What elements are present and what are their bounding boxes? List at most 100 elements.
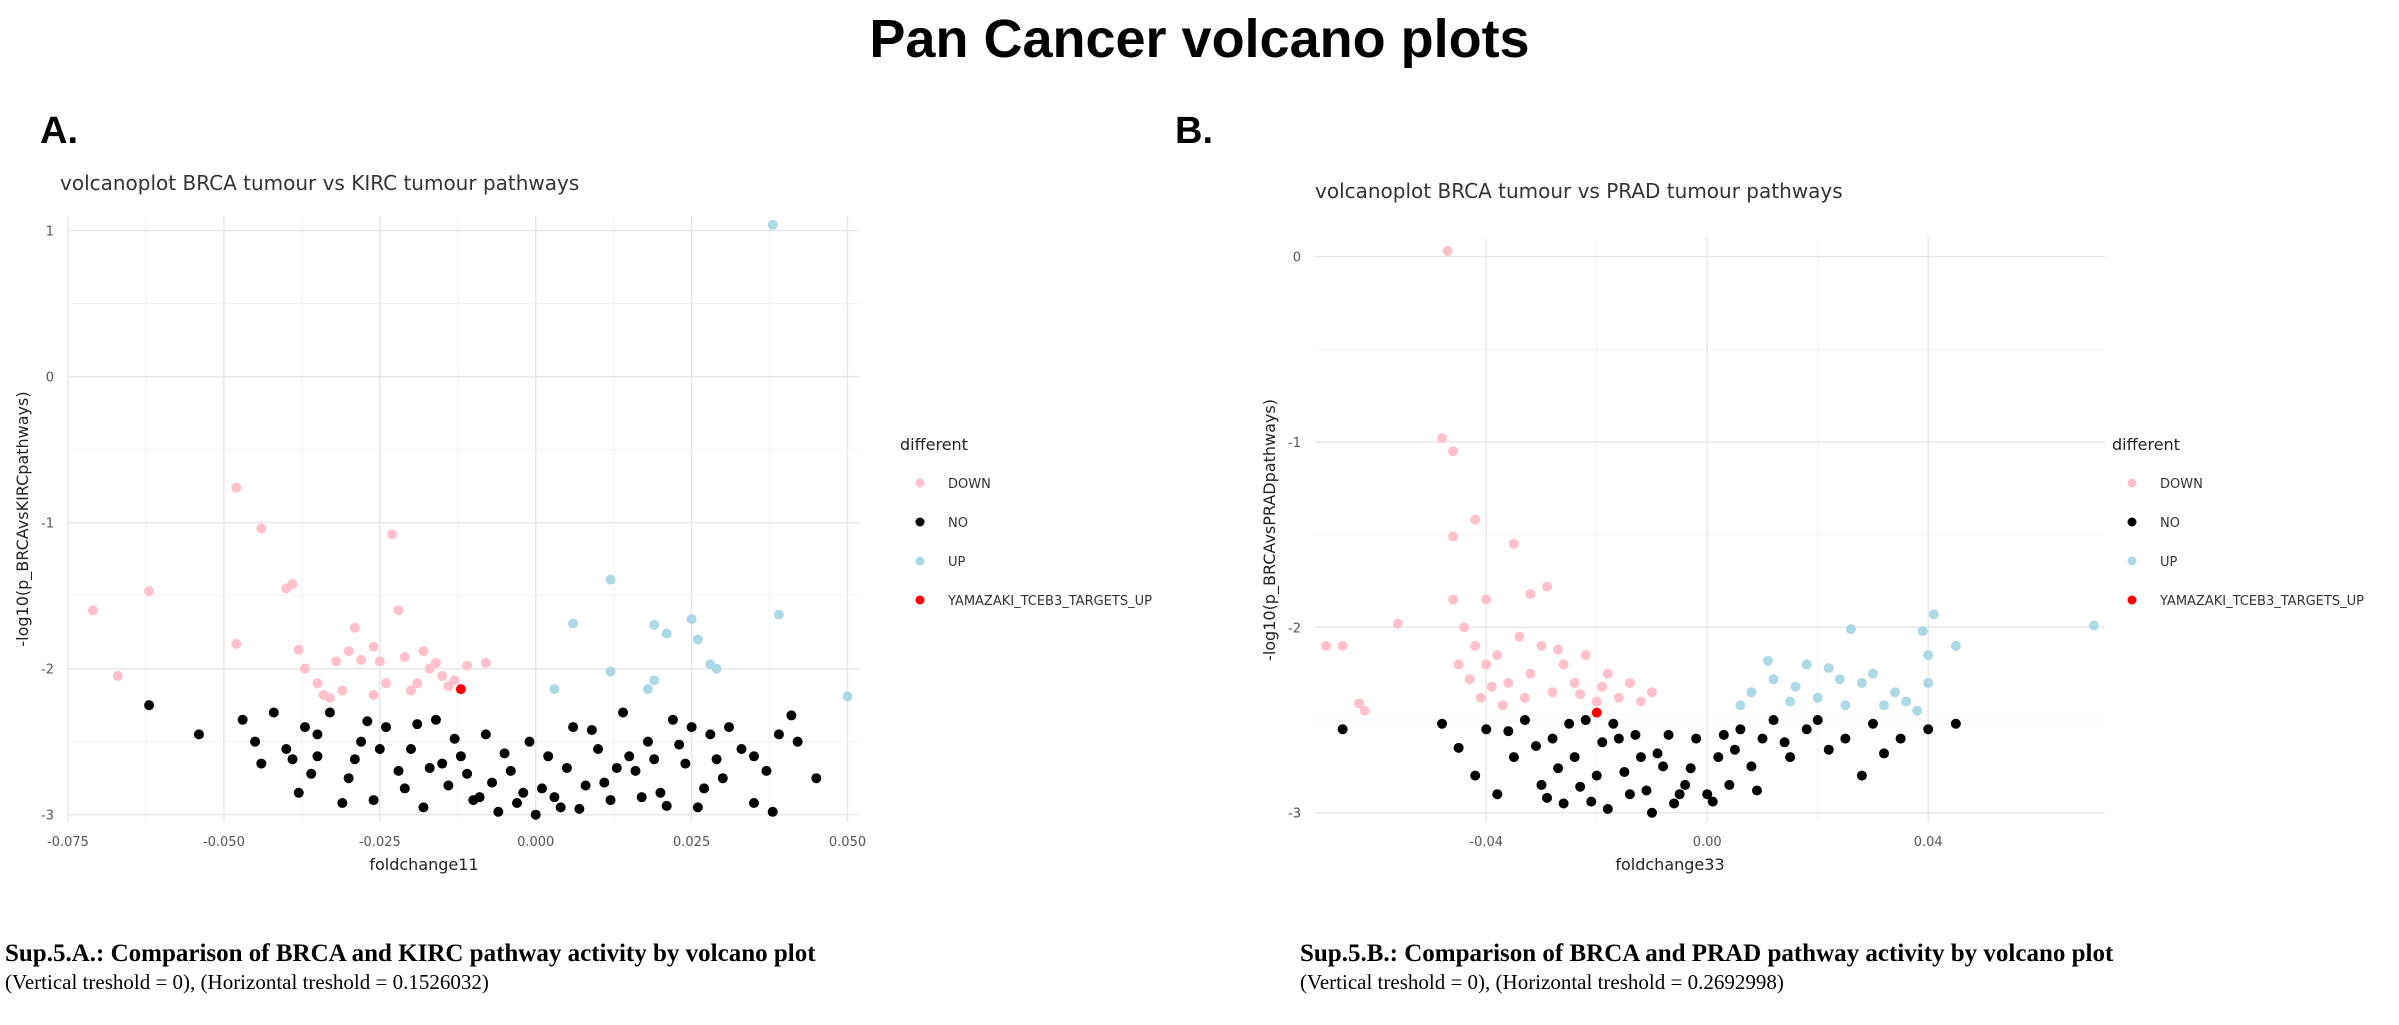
- point-no: [324, 707, 335, 718]
- point-no: [349, 754, 360, 765]
- point-up: [1812, 692, 1823, 703]
- legend-key: [915, 478, 925, 488]
- point-up: [649, 675, 660, 686]
- point-no: [480, 729, 491, 740]
- legend-key: [915, 595, 925, 605]
- point-no: [1823, 744, 1834, 755]
- x-tick-label: 0.000: [517, 835, 554, 850]
- point-down: [1475, 692, 1486, 703]
- point-no: [1508, 752, 1519, 763]
- point-no: [1735, 724, 1746, 735]
- legend-key: [2127, 478, 2137, 488]
- point-no: [642, 736, 653, 747]
- point-down: [1542, 581, 1553, 592]
- point-down: [1437, 433, 1448, 444]
- point-no: [505, 765, 516, 776]
- point-down: [368, 641, 379, 652]
- point-no: [250, 736, 261, 747]
- point-down: [449, 675, 460, 686]
- point-up: [1790, 681, 1801, 692]
- point-down: [418, 646, 429, 657]
- point-no: [711, 754, 722, 765]
- point-no: [667, 714, 678, 725]
- point-up: [1928, 609, 1939, 620]
- point-down: [87, 605, 98, 616]
- point-no: [399, 783, 410, 794]
- point-no: [1785, 752, 1796, 763]
- point-up: [1923, 677, 1934, 688]
- point-no: [767, 806, 778, 817]
- point-no: [1481, 724, 1492, 735]
- point-up: [842, 691, 853, 702]
- point-no: [699, 783, 710, 794]
- y-tick-label: -3: [1288, 807, 1301, 822]
- point-no: [1492, 789, 1503, 800]
- caption-a-title: Sup.5.A.: Comparison of BRCA and KIRC pa…: [5, 940, 816, 967]
- point-up: [1912, 705, 1923, 716]
- point-no: [748, 798, 759, 809]
- point-no: [1635, 752, 1646, 763]
- point-up: [1746, 687, 1757, 698]
- point-no: [1950, 718, 1961, 729]
- point-no: [374, 743, 385, 754]
- point-no: [568, 722, 579, 733]
- point-down: [387, 529, 398, 540]
- point-no: [1580, 715, 1591, 726]
- point-no: [786, 710, 797, 721]
- point-up: [1823, 663, 1834, 674]
- point-no: [1547, 733, 1558, 744]
- point-up: [1785, 696, 1796, 707]
- point-no: [499, 748, 510, 759]
- point-no: [1856, 770, 1867, 781]
- point-down: [1464, 674, 1475, 685]
- point-no: [487, 777, 498, 788]
- caption-b-thresholds: (Vertical treshold = 0), (Horizontal tre…: [1300, 970, 1784, 994]
- point-no: [293, 787, 304, 798]
- point-no: [1879, 748, 1890, 759]
- y-tick-label: 1: [46, 225, 54, 240]
- point-no: [1691, 733, 1702, 744]
- point-no: [281, 743, 292, 754]
- point-no: [773, 729, 784, 740]
- point-no: [518, 787, 529, 798]
- point-down: [349, 622, 360, 633]
- point-no: [493, 806, 504, 817]
- y-axis-label: -log10(p_BRCAvsPRADpathways): [1260, 399, 1280, 661]
- caption-a: Sup.5.A.: Comparison of BRCA and KIRC pa…: [5, 940, 816, 995]
- y-tick-label: -3: [41, 809, 54, 824]
- point-no: [1718, 729, 1729, 740]
- point-down: [1392, 618, 1403, 629]
- point-down: [1624, 677, 1635, 688]
- point-no: [1569, 752, 1580, 763]
- point-down: [1470, 514, 1481, 525]
- legend-label: UP: [2160, 555, 2178, 570]
- point-no: [1658, 761, 1669, 772]
- point-down: [1508, 538, 1519, 549]
- point-no: [462, 768, 473, 779]
- point-up: [649, 619, 660, 630]
- point-no: [1602, 804, 1613, 815]
- caption-a-thresholds: (Vertical treshold = 0), (Horizontal tre…: [5, 970, 489, 994]
- x-tick-label: 0.050: [829, 835, 866, 850]
- point-no: [1619, 766, 1630, 777]
- point-down: [430, 657, 441, 668]
- point-no: [287, 754, 298, 765]
- point-no: [1680, 779, 1691, 790]
- point-no: [437, 758, 448, 769]
- point-up: [1879, 700, 1890, 711]
- point-no: [1558, 798, 1569, 809]
- legend-key: [2127, 556, 2137, 566]
- point-up: [1901, 696, 1912, 707]
- point-no: [811, 773, 822, 784]
- point-down: [443, 681, 454, 692]
- point-down: [399, 651, 410, 662]
- point-no: [1519, 715, 1530, 726]
- point-no: [1553, 763, 1564, 774]
- point-no: [393, 765, 404, 776]
- point-down: [231, 638, 242, 649]
- x-tick-label: -0.04: [1469, 835, 1503, 850]
- point-up: [661, 628, 672, 639]
- point-no: [1646, 807, 1657, 818]
- point-down: [1337, 640, 1348, 651]
- legend-key: [2127, 517, 2137, 527]
